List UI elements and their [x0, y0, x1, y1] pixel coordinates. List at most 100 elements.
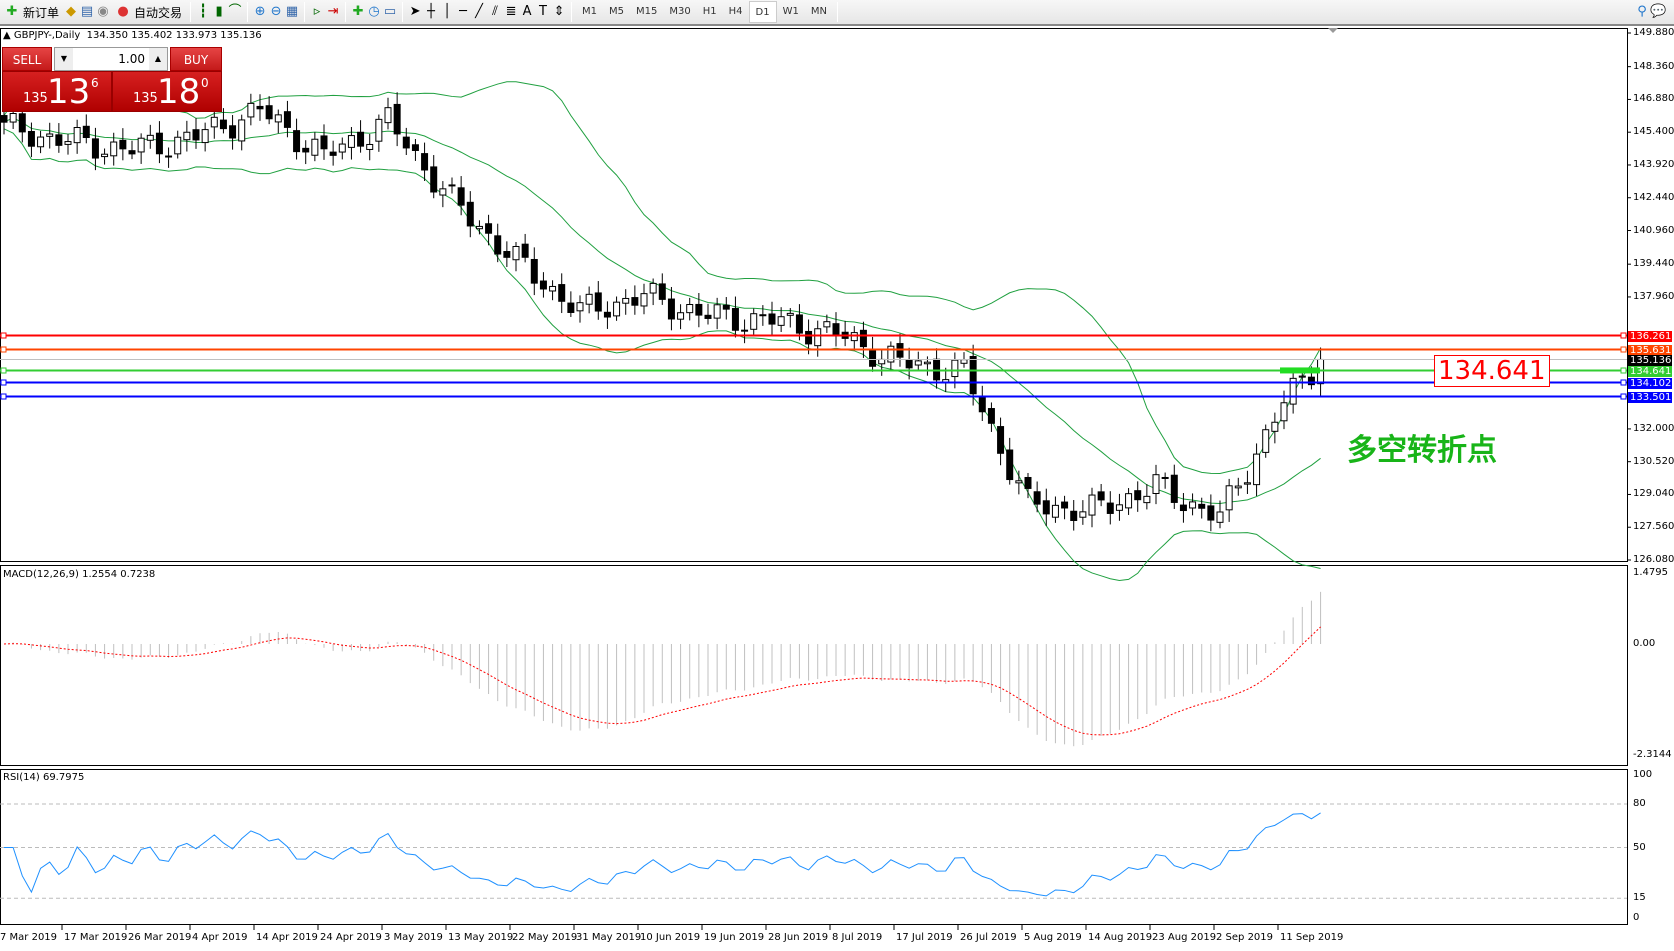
crosshair-icon[interactable]: ┼: [427, 4, 435, 19]
candle-body: [1298, 375, 1306, 378]
candle-body: [347, 135, 355, 148]
date-axis-label: 5 Aug 2019: [1024, 932, 1082, 943]
text-label-icon[interactable]: T: [539, 4, 547, 19]
line-chart-icon[interactable]: ⌒: [228, 4, 242, 19]
timeframe-h1[interactable]: H1: [702, 6, 717, 17]
candle-body: [1216, 511, 1224, 523]
lot-decrease-icon[interactable]: ▼: [55, 48, 73, 70]
periods-clock-icon[interactable]: ◷: [368, 4, 380, 19]
candle-body: [155, 132, 163, 155]
candle-body: [786, 312, 794, 316]
candle-body: [686, 304, 694, 314]
templates-icon[interactable]: ▭: [383, 4, 397, 19]
candle-body: [1170, 474, 1178, 503]
timeframe-mn[interactable]: MN: [810, 6, 827, 17]
macd-label: MACD(12,26,9) 1.2554 0.7238: [3, 569, 156, 580]
market-watch-icon[interactable]: ◆: [66, 4, 77, 19]
date-axis-label: 11 Sep 2019: [1280, 932, 1344, 943]
timeframe-m15[interactable]: M15: [636, 6, 658, 17]
level-line-handle: [1620, 346, 1627, 353]
candle-body: [585, 293, 593, 305]
date-axis-label: 17 Mar 2019: [64, 932, 128, 943]
buy-button[interactable]: BUY: [170, 47, 222, 71]
timeframe-m1[interactable]: M1: [582, 6, 598, 17]
candle-body: [1207, 505, 1215, 521]
candle-body: [814, 328, 822, 347]
timeframe-h4[interactable]: H4: [728, 6, 743, 17]
timeframe-w1[interactable]: W1: [782, 6, 799, 17]
horizontal-line-icon[interactable]: ─: [459, 4, 467, 19]
fibonacci-icon[interactable]: ≣: [505, 4, 517, 19]
price-axis-label: 140.960: [1633, 224, 1674, 236]
toolbar: ✚ 新订单 ◆ ▤ ◉ ● 自动交易 ┇ ▮ ⌒ ⊕ ⊖ ▦ ▹ ⇥ ✚ ◷ ▭ ➤…: [0, 0, 1674, 26]
price-label-box[interactable]: 134.641: [1434, 355, 1550, 387]
level-line-handle: [0, 346, 7, 353]
arrows-icon[interactable]: ⇕: [553, 4, 565, 19]
price-axis-label: 146.880: [1633, 93, 1674, 105]
auto-scroll-icon[interactable]: ▹: [313, 4, 321, 19]
bar-chart-icon[interactable]: ┇: [199, 4, 207, 19]
candle-body: [0, 115, 8, 123]
date-axis-label: 2 Sep 2019: [1216, 932, 1274, 943]
price-axis-label: 137.960: [1633, 290, 1674, 302]
timeframe-m5[interactable]: M5: [609, 6, 625, 17]
new-order-button[interactable]: ✚ 新订单: [0, 1, 63, 23]
candle-body: [1088, 494, 1096, 516]
vertical-line-icon[interactable]: │: [443, 4, 451, 19]
candle-body: [247, 102, 255, 118]
candle-body: [713, 304, 721, 319]
trendline-icon[interactable]: ╱: [475, 4, 483, 19]
tile-windows-icon[interactable]: ▦: [285, 4, 299, 19]
candle-body: [119, 139, 127, 150]
chart-shift-icon[interactable]: ⇥: [327, 4, 339, 19]
candle-body: [1015, 480, 1023, 484]
candle-body: [503, 251, 511, 258]
navigator-icon[interactable]: ▤: [80, 4, 94, 19]
sell-button[interactable]: SELL: [2, 47, 52, 71]
candle-body: [1079, 511, 1087, 518]
candle-body: [1253, 453, 1261, 486]
lot-size-field[interactable]: ▼ 1.00 ▲: [54, 47, 168, 71]
candle-body: [1262, 429, 1270, 453]
buy-price[interactable]: 135 18 0: [112, 71, 222, 112]
candle-body: [1179, 504, 1187, 512]
chat-icon[interactable]: 💬: [1650, 4, 1667, 19]
price-axis-label: 143.920: [1633, 158, 1674, 170]
date-axis-label: 22 May 2019: [512, 932, 578, 943]
candle-body: [1051, 504, 1059, 518]
candle-body: [914, 360, 922, 366]
zoom-out-icon[interactable]: ⊖: [270, 4, 282, 19]
equidistant-channel-icon[interactable]: ⫽: [492, 4, 498, 19]
candle-body: [640, 293, 648, 307]
candle-body: [311, 138, 319, 156]
bollinger-lower-band: [3, 128, 1321, 582]
auto-trading-button[interactable]: ● 自动交易: [111, 1, 186, 23]
separator: [304, 2, 306, 22]
candle-body: [759, 314, 767, 317]
candle-body: [73, 127, 81, 144]
candle-body: [338, 143, 346, 153]
date-axis-label: 19 Jun 2019: [704, 932, 765, 943]
lot-value[interactable]: 1.00: [118, 52, 145, 66]
reversal-point-annotation[interactable]: 多空转折点: [1347, 433, 1497, 468]
level-price-label: 133.501: [1628, 391, 1672, 403]
timeframe-m30[interactable]: M30: [669, 6, 691, 17]
price-axis-label: 148.360: [1633, 60, 1674, 72]
signals-icon[interactable]: ◉: [97, 4, 109, 19]
candle-body: [1234, 485, 1242, 489]
candle-body: [878, 358, 886, 365]
timeframe-d1[interactable]: D1: [748, 1, 777, 23]
zoom-in-icon[interactable]: ⊕: [254, 4, 266, 19]
candle-body: [695, 303, 703, 316]
sell-price[interactable]: 135 13 6: [2, 71, 112, 112]
text-icon[interactable]: A: [522, 4, 532, 19]
cursor-icon[interactable]: ➤: [409, 4, 421, 19]
date-axis-label: 14 Apr 2019: [256, 932, 318, 943]
candle-body: [329, 151, 337, 156]
candlestick-icon[interactable]: ▮: [215, 4, 223, 19]
lot-increase-icon[interactable]: ▲: [149, 48, 167, 70]
level-price-label: 134.641: [1628, 365, 1672, 377]
search-icon[interactable]: ⚲: [1637, 4, 1647, 19]
indicators-icon[interactable]: ✚: [352, 4, 364, 19]
